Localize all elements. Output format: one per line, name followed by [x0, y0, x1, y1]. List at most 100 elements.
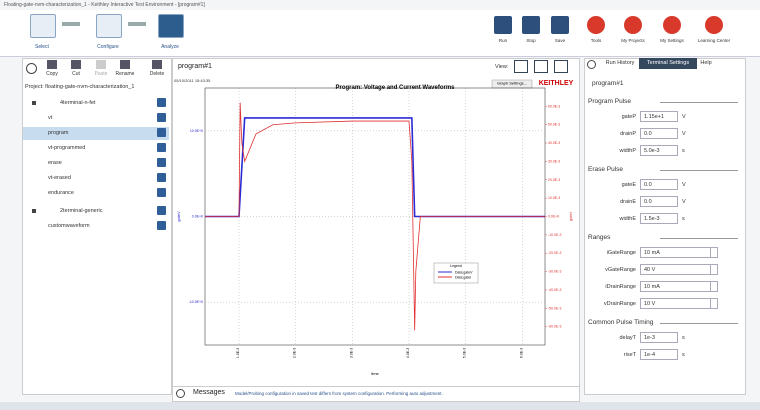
flow-arrow: [128, 22, 146, 26]
panel-icon[interactable]: [152, 60, 162, 69]
section-rule: [660, 102, 738, 103]
checkbox[interactable]: [157, 221, 166, 230]
tree-item[interactable]: vt: [48, 115, 53, 121]
checkbox[interactable]: [157, 143, 166, 152]
toolbar-label: Save: [554, 38, 566, 43]
toolbar-icon[interactable]: [158, 14, 184, 38]
toolbar-label: My Projects: [621, 38, 645, 43]
y-tick-label: 0.0E+0: [192, 215, 203, 219]
field-label: gateE: [621, 182, 636, 188]
toolbar-icon[interactable]: [96, 14, 122, 38]
toolbar-icon[interactable]: [587, 16, 605, 34]
section-rule: [660, 170, 738, 171]
y2-tick-label: 20.0E-3: [548, 178, 560, 182]
view-icon[interactable]: [534, 60, 548, 73]
x-tick-label: 3.0E-3: [349, 348, 353, 358]
graph-settings-label: Graph Settings...: [497, 81, 527, 86]
section-title: Program Pulse: [588, 98, 631, 105]
field-input[interactable]: 10 mA: [640, 247, 718, 258]
dropdown-arrow[interactable]: [710, 298, 719, 309]
y2-tick-label: 50.0E-3: [548, 123, 560, 127]
legend-label: Data:gateI: [455, 276, 471, 280]
tree-expander: [32, 101, 36, 105]
checkbox[interactable]: [157, 173, 166, 182]
tree-item[interactable]: customwaveform: [48, 223, 90, 229]
field-input[interactable]: 0.0: [640, 179, 678, 190]
y2-tick-label: 40.0E-3: [548, 141, 560, 145]
settings-tab[interactable]: Help: [700, 60, 712, 66]
legend-title: Legend: [450, 264, 462, 268]
dropdown-arrow[interactable]: [710, 264, 719, 275]
tree-item[interactable]: erase: [48, 160, 62, 166]
x-tick-label: 1.0E-3: [236, 348, 240, 358]
section-title: Ranges: [588, 234, 611, 241]
checkbox[interactable]: [157, 206, 166, 215]
tree-item[interactable]: vt-programmed: [48, 145, 86, 151]
toolbar-label: My Settings: [660, 38, 684, 43]
tree-item[interactable]: endurance: [48, 190, 74, 196]
series-line: [205, 117, 545, 218]
tree-item[interactable]: program: [48, 130, 69, 136]
field-label: vGateRange: [605, 267, 636, 273]
checkbox[interactable]: [157, 158, 166, 167]
panel-icon[interactable]: [47, 60, 57, 69]
toolbar-icon[interactable]: [522, 16, 540, 34]
tree-expander: [32, 209, 36, 213]
checkbox[interactable]: [157, 128, 166, 137]
field-input[interactable]: 1.5e-3: [640, 213, 678, 224]
toolbar-icon[interactable]: [624, 16, 642, 34]
toolbar-label: Learning Center: [697, 38, 731, 43]
tree-item[interactable]: vt-erased: [48, 175, 71, 181]
tree-item[interactable]: 2terminal-generic: [60, 208, 103, 214]
collapse-button[interactable]: [587, 60, 596, 69]
field-label: gateP: [621, 114, 636, 120]
field-input[interactable]: 10 mA: [640, 281, 718, 292]
settings-tab[interactable]: Terminal Settings: [646, 60, 690, 66]
panel-icon[interactable]: [71, 60, 81, 69]
field-input[interactable]: 1.15e+1: [640, 111, 678, 122]
toolbar-icon[interactable]: [494, 16, 512, 34]
x-axis-label: time: [371, 371, 379, 376]
x-tick-label: 5.0E-3: [463, 348, 467, 358]
checkbox[interactable]: [157, 98, 166, 107]
settings-heading: program#1: [592, 80, 624, 87]
legend-box: [433, 262, 479, 284]
messages-title: Messages: [193, 389, 225, 396]
field-label: iGateRange: [606, 250, 636, 256]
dropdown-arrow[interactable]: [710, 247, 719, 258]
panel-button-label: Rename: [115, 71, 135, 77]
active-tab: [639, 58, 697, 69]
messages-toggle[interactable]: [176, 389, 185, 398]
panel-button-label: Paste: [94, 71, 108, 77]
field-input[interactable]: 5.0e-3: [640, 145, 678, 156]
field-input[interactable]: 10 V: [640, 298, 718, 309]
checkbox[interactable]: [157, 188, 166, 197]
field-input[interactable]: 0.0: [640, 128, 678, 139]
checkbox[interactable]: [157, 113, 166, 122]
view-icon[interactable]: [514, 60, 528, 73]
toolbar-icon[interactable]: [705, 16, 723, 34]
field-input[interactable]: 1e-3: [640, 332, 678, 343]
dropdown-arrow[interactable]: [710, 281, 719, 292]
brand: KEITHLEY: [539, 80, 574, 87]
panel-icon[interactable]: [120, 60, 130, 69]
field-input[interactable]: 0.0: [640, 196, 678, 207]
selected-row: [23, 127, 169, 140]
toolbar-label: Stop: [526, 38, 536, 43]
toolbar-icon[interactable]: [551, 16, 569, 34]
view-icon[interactable]: [554, 60, 568, 73]
field-input[interactable]: 40 V: [640, 264, 718, 275]
toolbar-icon[interactable]: [30, 14, 56, 38]
panel-button-label: Delete: [149, 71, 165, 77]
toolbar-icon[interactable]: [663, 16, 681, 34]
field-unit: s: [682, 335, 685, 341]
field-input[interactable]: 1e-4: [640, 349, 678, 360]
panel-icon[interactable]: [96, 60, 106, 69]
y2-tick-label: 60.0E-3: [548, 104, 560, 108]
tree-item[interactable]: 4terminal-n-fet: [60, 100, 96, 106]
back-button[interactable]: [26, 63, 37, 74]
settings-tab[interactable]: Run History: [605, 60, 635, 66]
section-title: Common Pulse Timing: [588, 319, 654, 326]
field-unit: V: [682, 114, 686, 120]
